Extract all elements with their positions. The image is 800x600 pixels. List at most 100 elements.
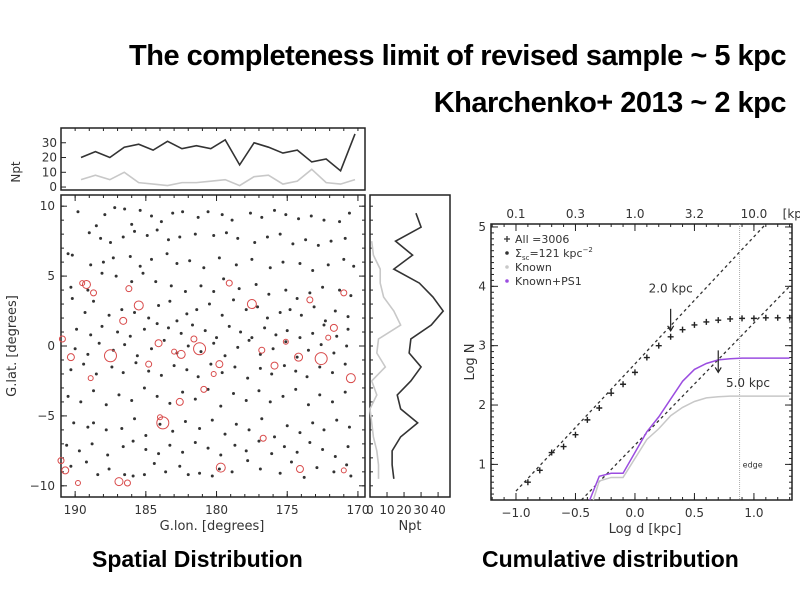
scatter-point-all: [335, 334, 339, 338]
legend-marker-plus: [504, 236, 510, 242]
scatter-point-known: [225, 279, 233, 287]
scatter-point-all: [346, 327, 350, 331]
scatter-point-all: [158, 422, 162, 426]
scatter-point-all: [212, 341, 216, 345]
scatter-point-all: [230, 470, 234, 474]
scatter-point-all: [281, 394, 285, 398]
scatter-point-all: [195, 308, 199, 312]
scatter-point-all: [92, 299, 96, 303]
scatter-point-all: [318, 365, 322, 369]
cum-ylabel: Log N: [463, 343, 478, 380]
scatter-point-all: [206, 446, 210, 450]
scatter-point-all: [110, 365, 114, 369]
scatter-point-all: [294, 387, 298, 391]
cum-fit-line: [580, 285, 791, 501]
scatter-point-all: [70, 296, 74, 300]
scatter-point-known: [66, 353, 75, 362]
scatter-point-all: [169, 284, 173, 288]
scatter-point-all: [244, 308, 248, 312]
scatter-point-all: [123, 473, 127, 477]
scatter-point-all: [138, 208, 142, 212]
scatter-point-all: [147, 369, 151, 373]
scatter-point-all: [219, 404, 223, 408]
cum-top-tick-label: 10.0: [741, 207, 768, 221]
scatter-point-all: [186, 473, 190, 477]
scatter-point-all: [278, 310, 282, 314]
legend-marker-dot: [505, 251, 509, 255]
scatter-point-all: [233, 365, 237, 369]
scatter-point-all: [346, 445, 350, 449]
cum-top-tick-label: 1.0: [625, 207, 644, 221]
scatter-point-all: [76, 210, 80, 214]
scatter-point-known: [119, 316, 128, 325]
legend-label: Known+PS1: [515, 275, 582, 288]
scatter-point-all: [168, 299, 172, 303]
scatter-point-all: [260, 215, 264, 219]
scatter-point-all: [233, 443, 237, 447]
scatter-point-all: [183, 420, 187, 423]
scatter-point-all: [94, 372, 98, 376]
cum-point-all: [596, 405, 603, 411]
scatter-point-all: [133, 310, 137, 314]
scatter-point-all: [207, 302, 211, 306]
scatter-point-all: [121, 445, 125, 449]
scatter-point-all: [135, 354, 139, 358]
scatter-point-all: [346, 315, 350, 319]
scatter-point-all: [75, 327, 79, 331]
scatter-point-all: [223, 432, 227, 436]
scatter-point-all: [86, 288, 90, 292]
scatter-ytick-label: −5: [37, 409, 55, 423]
scatter-point-all: [282, 445, 286, 449]
scatter-point-all: [220, 371, 224, 375]
scatter-ytick-label: 0: [47, 339, 55, 353]
scatter-point-known: [193, 342, 207, 356]
scatter-point-all: [321, 285, 325, 289]
scatter-point-all: [338, 288, 342, 292]
scatter-point-all: [311, 331, 315, 335]
legend-label: Σsc=121 kpc−2: [515, 246, 593, 262]
scatter-point-all: [234, 422, 238, 426]
scatter-point-all: [278, 471, 282, 475]
scatter-point-all: [332, 470, 336, 474]
scatter-point-all: [236, 345, 240, 349]
scatter-point-all: [178, 464, 182, 468]
scatter-point-all: [234, 263, 238, 267]
scatter-point-all: [157, 452, 161, 456]
scatter-point-all: [155, 228, 159, 232]
scatter-point-all: [144, 447, 148, 451]
scatter-point-all: [305, 375, 309, 379]
scatter-point-known: [57, 457, 65, 465]
scatter-point-all: [270, 372, 274, 376]
scatter-point-known: [156, 416, 170, 430]
scatter-point-known: [154, 339, 163, 348]
scatter-point-all: [159, 220, 163, 224]
scatter-point-all: [332, 351, 336, 355]
spatial-scatter-plot: 190 185 180 175 170 10 5 0 −5 −10 G.lon. [degrees…: [5, 194, 369, 534]
scatter-point-known: [176, 349, 186, 359]
scatter-point-known: [171, 348, 178, 355]
scatter-point-all: [101, 260, 105, 264]
scatter-point-all: [258, 366, 262, 370]
scatter-point-known: [294, 352, 304, 362]
scatter-point-all: [100, 324, 104, 328]
scatter-point-all: [250, 257, 254, 261]
scatter-point-all: [265, 316, 269, 320]
scatter-point-known: [345, 373, 356, 384]
scatter-point-known: [258, 346, 266, 354]
scatter-point-all: [347, 425, 351, 429]
scatter-point-all: [295, 296, 299, 300]
scatter-point-all: [270, 452, 274, 456]
top-hist-ytick-label: 20: [42, 151, 57, 165]
scatter-point-all: [87, 231, 91, 235]
scatter-point-all: [107, 467, 111, 471]
scatter-point-all: [178, 235, 182, 239]
scatter-point-all: [90, 442, 94, 446]
scatter-point-all: [273, 435, 277, 439]
scatter-point-all: [202, 266, 206, 270]
scatter-point-all: [302, 475, 306, 479]
scatter-point-all: [236, 236, 240, 240]
top-hist-ytick-label: 10: [42, 165, 57, 179]
scatter-point-all: [247, 428, 251, 432]
scatter-point-all: [172, 364, 176, 368]
scatter-point-all: [168, 443, 172, 447]
